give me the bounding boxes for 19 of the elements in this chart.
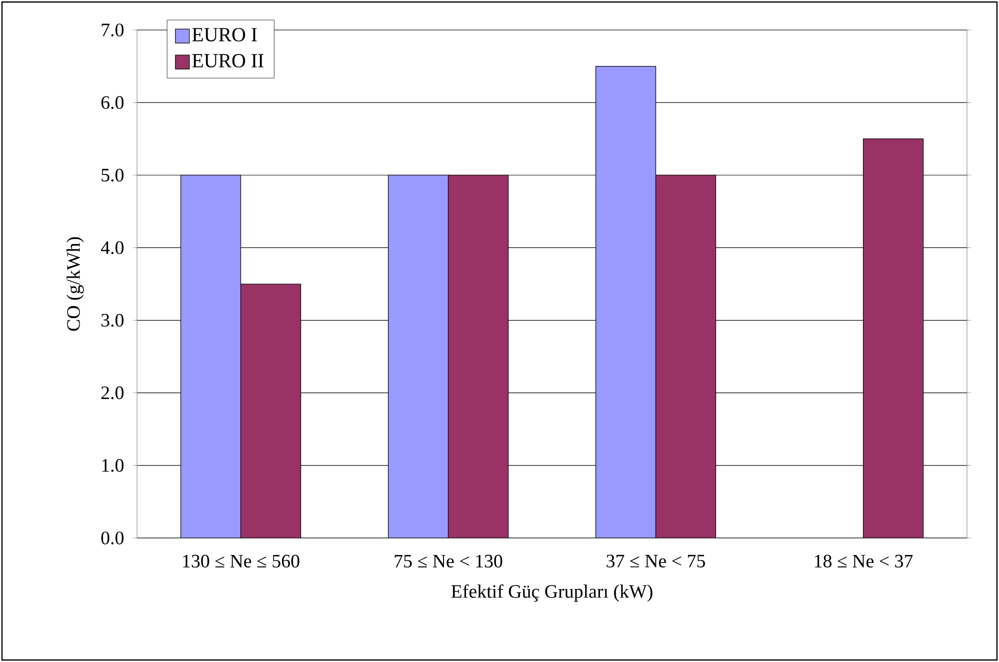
y-tick-label: 2.0 [101,386,124,400]
bar [388,174,449,538]
legend-label: EURO II [192,54,264,68]
y-tick-label: 5.0 [102,168,124,182]
y-tick-label: 7.0 [102,24,124,36]
x-tick-label: 75 ≤ Ne < 130 [394,554,502,568]
y-tick-label: 3.0 [101,314,124,327]
x-tick-label: 18 ≤ Ne < 37 [814,554,913,568]
y-tick-label: 6.0 [101,96,124,109]
y-tick-label: 0.0 [101,532,124,544]
bar [595,66,656,538]
y-axis-title: CO (g/kWh) [66,237,84,331]
bar [180,174,242,538]
x-tick-label: 130 ≤ Ne ≤ 560 [183,554,300,568]
x-axis-title: Efektif Güç Grupları (kW) [451,584,652,602]
y-tick-label: 1.0 [102,458,124,472]
x-tick-label: 37 ≤ Ne < 75 [606,554,705,568]
legend-label: EURO I [192,28,257,42]
y-tick-label: 4.0 [100,241,124,254]
